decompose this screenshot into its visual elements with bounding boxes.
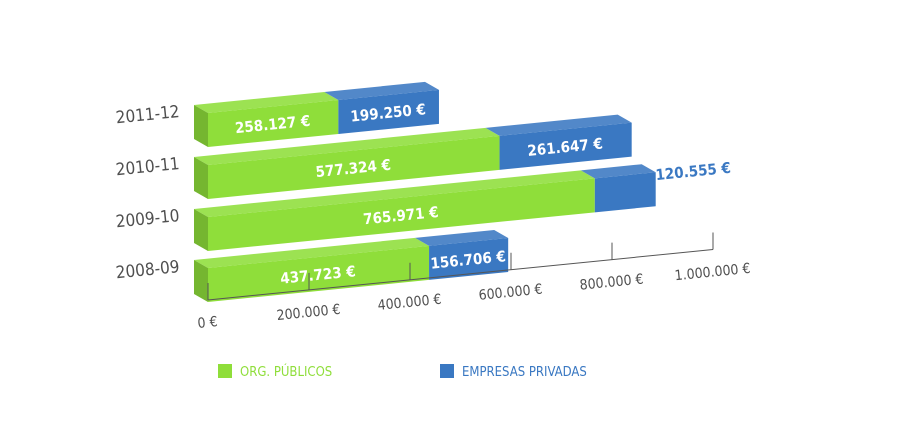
x-tick-label-4: 800.000 €: [579, 271, 644, 293]
category-label-2009-10: 2009-10: [115, 206, 181, 232]
category-label-2008-09: 2008-09: [115, 257, 181, 283]
legend-swatch-1: [440, 364, 454, 378]
legend-label-0: ORG. PÚBLICOS: [240, 364, 332, 380]
bar-segment-2009-10-1: [594, 172, 656, 213]
bar-cap-2009-10: [194, 209, 208, 251]
bar-segment-2008-09-0: [208, 245, 430, 302]
x-tick-label-3: 600.000 €: [478, 282, 543, 304]
bar-segment-2011-12-0: [208, 99, 339, 147]
x-tick-label-1: 200.000 €: [276, 302, 341, 324]
bar-cap-2008-09: [194, 260, 208, 302]
bar-segment-2011-12-1: [338, 89, 439, 134]
bar-segment-2010-11-0: [208, 135, 500, 199]
bar-cap-2010-11: [194, 157, 208, 199]
x-axis-line: [207, 249, 714, 301]
bar-segment-2009-10-0: [208, 178, 595, 251]
category-label-2011-12: 2011-12: [115, 102, 181, 128]
x-tick-label-2: 400.000 €: [377, 292, 442, 314]
legend-label-1: EMPRESAS PRIVADAS: [462, 365, 587, 380]
bar-top-2011-12-1: [324, 81, 439, 100]
bar-top-2008-09-1: [415, 229, 509, 246]
bar-top-2008-09-0: [194, 237, 430, 268]
bar-value-label-2009-10-1: 120.555 €: [655, 159, 732, 184]
bar-segment-2010-11-1: [499, 122, 632, 170]
bar-cap-2011-12: [194, 105, 208, 147]
bar-top-2009-10-1: [580, 164, 656, 179]
x-tick-label-0: 0 €: [197, 314, 219, 332]
bar-top-2010-11-1: [485, 114, 632, 136]
bar-top-2011-12-0: [194, 91, 339, 113]
bar-top-2009-10-0: [194, 170, 595, 217]
category-label-2010-11: 2010-11: [115, 154, 181, 180]
bar-segment-2008-09-1: [429, 237, 509, 280]
bar-top-2010-11-0: [194, 127, 500, 165]
legend-swatch-0: [218, 364, 232, 378]
x-tick-label-5: 1.000.000 €: [674, 261, 751, 284]
